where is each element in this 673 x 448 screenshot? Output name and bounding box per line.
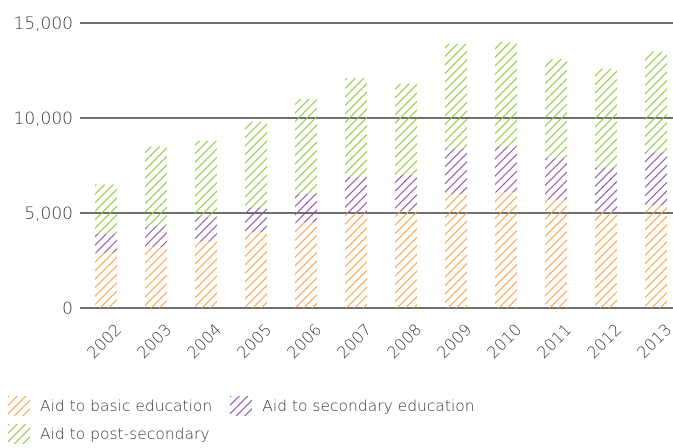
x-tick-label-2003: 2003 [133,320,175,362]
y-axis-labels: 0 5,000 10,000 15,000 [14,14,73,319]
gridlines [80,22,673,309]
bar-post-2007 [345,78,367,177]
bar-post-2003 [145,146,167,227]
bar-post-2013 [645,51,667,153]
x-tick-label-2012: 2012 [583,320,625,362]
bar-basic-2007 [345,213,367,308]
bar-secondary-2009 [445,148,467,194]
bar-basic-2012 [595,211,617,308]
x-axis-labels: 2002 2003 2004 2005 2006 2007 2008 2009 2010 2011… [83,320,673,362]
x-tick-label-2008: 2008 [383,320,425,362]
y-tick-label: 10,000 [14,109,73,129]
bar-basic-2008 [395,211,417,308]
bar-post-2006 [295,99,317,194]
bar-post-2011 [545,59,567,158]
bar-basic-2002 [95,252,117,308]
bar-secondary-2010 [495,146,517,193]
bar-post-2008 [395,83,417,175]
x-tick-label-2013: 2013 [633,320,673,362]
legend: Aid to basic education Aid to secondary … [8,392,668,448]
legend-swatch-post [8,424,30,444]
bar-basic-2003 [145,247,167,308]
bar-basic-2009 [445,194,467,308]
bar-basic-2013 [645,205,667,308]
bar-secondary-2004 [195,216,217,242]
bar-post-2005 [245,121,267,208]
bar-post-2012 [595,68,617,168]
bar-secondary-2013 [645,152,667,206]
y-tick-label: 15,000 [14,14,73,34]
legend-label-secondary: Aid to secondary education [262,397,475,415]
bar-secondary-2008 [395,175,417,212]
bar-basic-2010 [495,192,517,308]
bar-basic-2006 [295,222,317,308]
bar-basic-2004 [195,241,217,308]
bar-basic-2011 [545,199,567,308]
x-tick-label-2006: 2006 [283,320,325,362]
x-tick-label-2005: 2005 [233,320,275,362]
bar-post-2010 [495,42,517,147]
legend-item-post: Aid to post-secondary [8,424,210,444]
bar-secondary-2003 [145,226,167,248]
bar-post-2002 [95,184,117,234]
bar-secondary-2005 [245,207,267,232]
x-tick-label-2002: 2002 [83,320,125,362]
legend-row-1: Aid to basic education Aid to secondary … [8,392,668,420]
x-tick-label-2004: 2004 [183,320,225,362]
bar-secondary-2002 [95,233,117,253]
x-tick-label-2010: 2010 [483,320,525,362]
x-tick-label-2009: 2009 [433,320,475,362]
x-tick-label-2007: 2007 [333,320,375,362]
legend-item-secondary: Aid to secondary education [230,396,475,416]
legend-label-post: Aid to post-secondary [40,425,210,443]
bar-secondary-2006 [295,194,317,223]
x-tick-label-2011: 2011 [533,320,575,362]
y-tick-label: 0 [62,299,73,319]
bar-secondary-2012 [595,167,617,212]
bar-post-2004 [195,140,217,217]
legend-swatch-basic [8,396,30,416]
legend-item-basic: Aid to basic education [8,396,212,416]
y-tick-label: 5,000 [24,204,73,224]
legend-label-basic: Aid to basic education [40,397,213,415]
legend-swatch-secondary [230,396,253,416]
bar-post-2009 [445,43,467,149]
bars [95,42,667,308]
legend-row-2: Aid to post-secondary [8,420,668,448]
bar-secondary-2007 [345,176,367,213]
bar-secondary-2011 [545,157,567,200]
bar-basic-2005 [245,232,267,308]
